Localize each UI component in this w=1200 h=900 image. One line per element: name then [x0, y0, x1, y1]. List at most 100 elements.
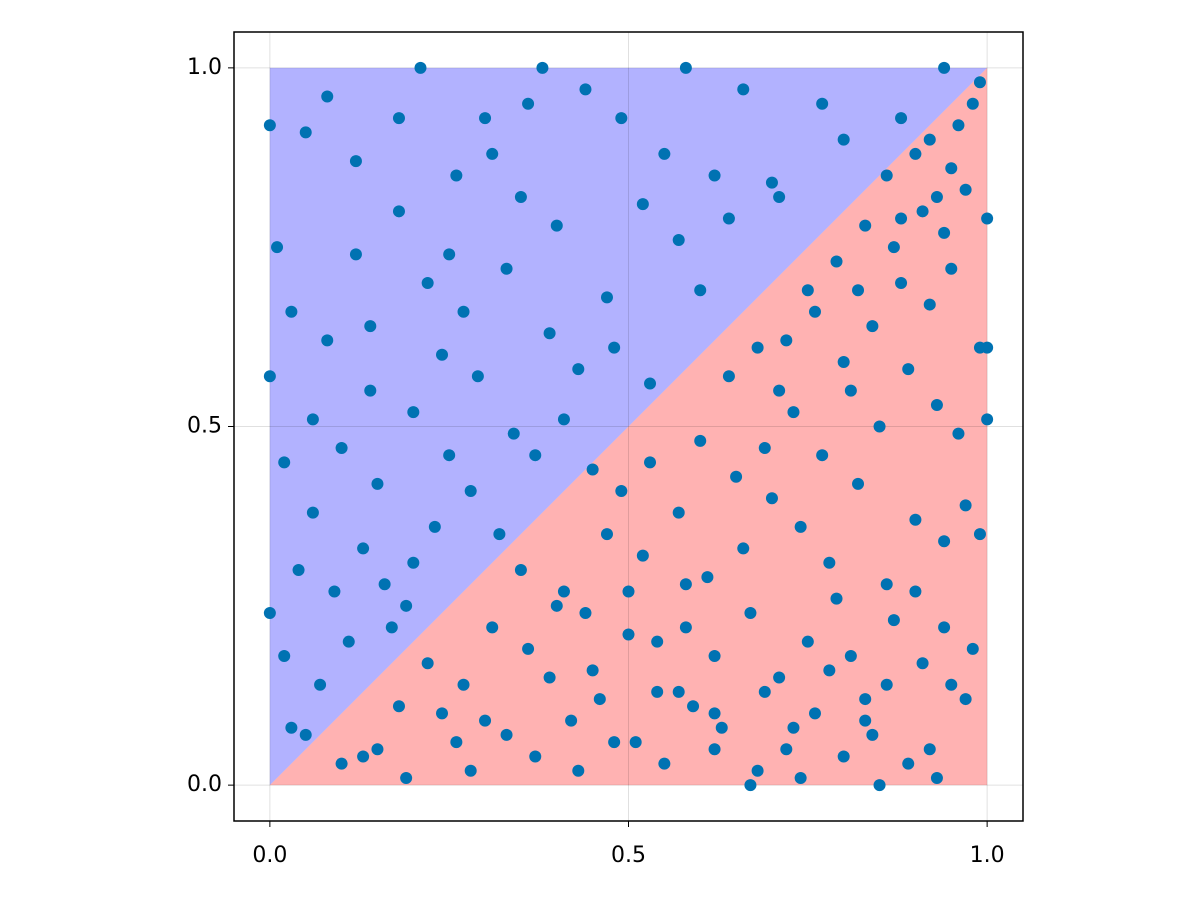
point: [364, 320, 377, 333]
point: [866, 320, 879, 333]
point: [916, 657, 929, 670]
point: [464, 764, 477, 777]
point: [938, 535, 951, 548]
point: [773, 190, 786, 203]
point: [522, 642, 535, 655]
point: [694, 284, 707, 297]
point: [414, 61, 427, 74]
point: [486, 147, 499, 160]
point: [880, 578, 893, 591]
point: [543, 327, 556, 340]
point: [744, 606, 757, 619]
point: [550, 219, 563, 232]
point: [443, 449, 456, 462]
point: [737, 542, 750, 555]
point: [938, 621, 951, 634]
point: [959, 183, 972, 196]
point: [385, 621, 398, 634]
point: [938, 226, 951, 239]
point: [400, 599, 413, 612]
point: [579, 606, 592, 619]
point: [852, 284, 865, 297]
point: [636, 198, 649, 211]
point: [644, 456, 657, 469]
plot-frame: [233, 31, 1024, 822]
point: [572, 363, 585, 376]
point: [981, 212, 994, 225]
point: [450, 736, 463, 749]
point: [457, 678, 470, 691]
point: [421, 277, 434, 290]
point: [443, 248, 456, 261]
point: [837, 355, 850, 368]
point: [357, 542, 370, 555]
point: [679, 61, 692, 74]
point: [579, 83, 592, 96]
point: [672, 685, 685, 698]
point: [299, 126, 312, 139]
point: [823, 664, 836, 677]
point: [550, 599, 563, 612]
point: [923, 298, 936, 311]
point: [328, 585, 341, 598]
point: [335, 757, 348, 770]
y-tick-label: 0.5: [187, 414, 222, 439]
point: [436, 348, 449, 361]
point: [859, 693, 872, 706]
point: [278, 456, 291, 469]
point: [708, 169, 721, 182]
point: [292, 563, 305, 576]
point: [758, 442, 771, 455]
point: [930, 190, 943, 203]
point: [873, 420, 886, 433]
point: [866, 728, 879, 741]
point: [981, 413, 994, 426]
point: [952, 119, 965, 132]
point: [407, 556, 420, 569]
point: [608, 736, 621, 749]
y-tick-label: 0.0: [187, 772, 222, 797]
point: [514, 190, 527, 203]
point: [651, 635, 664, 648]
point: [973, 528, 986, 541]
point: [930, 771, 943, 784]
point: [392, 205, 405, 218]
point: [708, 743, 721, 756]
point: [371, 743, 384, 756]
point: [830, 592, 843, 605]
point: [737, 83, 750, 96]
point: [722, 370, 735, 383]
point: [285, 721, 298, 734]
point: [278, 650, 291, 663]
point: [407, 406, 420, 419]
point: [486, 621, 499, 634]
point: [321, 90, 334, 103]
point: [923, 133, 936, 146]
point: [299, 728, 312, 741]
point: [844, 650, 857, 663]
point: [773, 671, 786, 684]
point: [945, 262, 958, 275]
point: [629, 736, 642, 749]
point: [529, 449, 542, 462]
point: [500, 262, 513, 275]
point: [679, 621, 692, 634]
point: [923, 743, 936, 756]
point: [565, 714, 578, 727]
point: [514, 563, 527, 576]
point: [895, 212, 908, 225]
point: [557, 413, 570, 426]
point: [321, 334, 334, 347]
point: [349, 248, 362, 261]
point: [973, 341, 986, 354]
point: [973, 76, 986, 89]
point: [722, 212, 735, 225]
point: [715, 721, 728, 734]
point: [959, 499, 972, 512]
point: [730, 470, 743, 483]
region: [269, 67, 988, 786]
point: [378, 578, 391, 591]
point: [636, 549, 649, 562]
point: [816, 97, 829, 110]
